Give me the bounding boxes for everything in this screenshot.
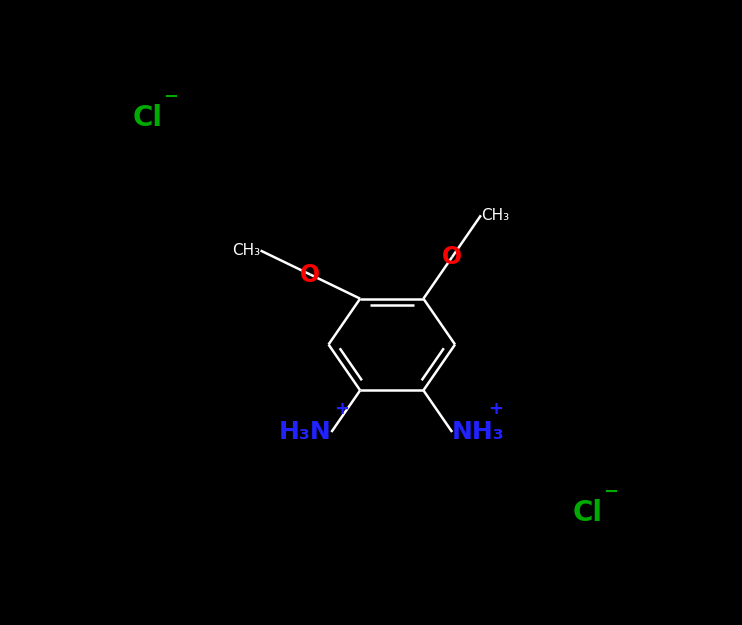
Text: O: O	[301, 262, 321, 287]
Text: Cl: Cl	[573, 499, 603, 527]
Text: −: −	[603, 483, 618, 501]
Text: CH₃: CH₃	[232, 243, 260, 258]
Text: O: O	[442, 245, 462, 269]
Text: CH₃: CH₃	[481, 208, 509, 222]
Text: −: −	[163, 88, 178, 106]
Text: NH₃: NH₃	[452, 420, 505, 444]
Text: +: +	[487, 399, 503, 418]
Text: +: +	[334, 399, 349, 418]
Text: H₃N: H₃N	[279, 420, 332, 444]
Text: Cl: Cl	[133, 104, 163, 132]
